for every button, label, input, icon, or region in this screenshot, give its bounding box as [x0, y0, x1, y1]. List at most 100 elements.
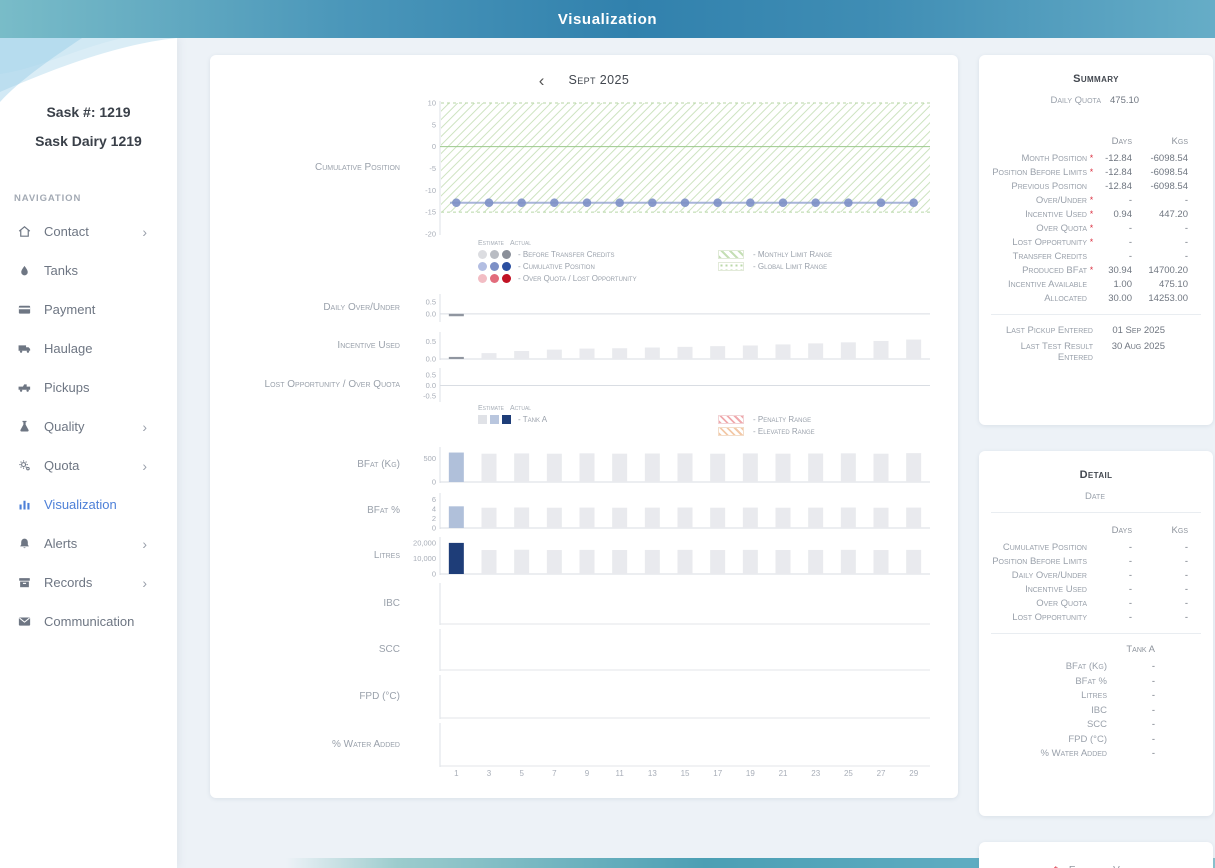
- days-column-header: Days: [1111, 525, 1132, 536]
- chart-row-ibc: IBC: [218, 581, 950, 625]
- svg-text:5: 5: [432, 120, 436, 129]
- hatch-red-swatch: [718, 414, 744, 424]
- chart-label-fpd: FPD (°C): [359, 690, 400, 702]
- home-icon: [15, 224, 34, 239]
- chart-plot-cumulative-position[interactable]: 10 5 0 -5 -10 -15 -20: [410, 99, 930, 239]
- asterisk-spacer: [1087, 293, 1096, 304]
- legend1: Estimate Actual - Before Transfer Credits -…: [478, 239, 950, 284]
- hatch-orange-swatch: [718, 426, 744, 436]
- x-tick-label: 21: [778, 769, 788, 778]
- sidebar: Sask #: 1219 Sask Dairy 1219 NAVIGATION …: [0, 38, 177, 868]
- chart-plot-bfat-kg[interactable]: 500 0: [410, 445, 930, 487]
- legend-swatch: [490, 261, 499, 271]
- sidebar-item-pickups[interactable]: Pickups: [0, 368, 177, 407]
- x-tick-label: 23: [811, 769, 821, 778]
- svg-text:0.0: 0.0: [426, 355, 436, 364]
- sidebar-item-communication[interactable]: Communication: [0, 602, 177, 641]
- estimated-asterisk: *: [1089, 209, 1094, 219]
- x-tick-label: 25: [843, 769, 853, 778]
- divider: [991, 512, 1201, 513]
- svg-text:10,000: 10,000: [413, 554, 436, 563]
- svg-text:6: 6: [432, 495, 436, 504]
- sidebar-item-label: Tanks: [44, 263, 78, 278]
- legend-series: - Cumulative Position: [478, 260, 718, 272]
- chart-label-water-added: % Water Added: [332, 738, 400, 750]
- farm-name: Sask Dairy 1219: [35, 133, 142, 149]
- chart-plot-daily-over-under[interactable]: 0.5 0.0: [410, 292, 930, 322]
- gears-icon: [15, 458, 34, 473]
- sidebar-item-contact[interactable]: Contact ›: [0, 212, 177, 251]
- x-tick-label: 29: [909, 769, 919, 778]
- chart-plot-litres[interactable]: 20,000 10,000 0: [410, 535, 930, 579]
- estimated-asterisk: *: [1089, 223, 1094, 233]
- svg-text:4: 4: [432, 505, 436, 514]
- chart-plot-incentive-used[interactable]: 0.5 0.0: [410, 330, 930, 364]
- farm-number: Sask #: 1219: [46, 104, 131, 120]
- sidebar-item-quality[interactable]: Quality ›: [0, 407, 177, 446]
- sidebar-item-label: Alerts: [44, 536, 78, 551]
- tank-row-bfat-: BFat % -: [1075, 675, 1155, 687]
- svg-text:0.5: 0.5: [426, 337, 436, 346]
- main-content: ‹ Sept 2025 Cumulative Position 10 5 0 -5 -10…: [177, 38, 1215, 868]
- chart-plot-scc[interactable]: [410, 627, 930, 671]
- navigation-label: NAVIGATION: [14, 193, 82, 204]
- detail-row-incentive-used: Incentive Used - -: [1025, 584, 1188, 595]
- chart-row-water-added: % Water Added: [218, 721, 950, 767]
- month-header: ‹ Sept 2025: [218, 67, 950, 93]
- x-tick-label: 13: [647, 769, 657, 778]
- month-label: Sept 2025: [568, 73, 630, 87]
- tank-row--water-added: % Water Added -: [1040, 748, 1156, 759]
- right-column: Summary Daily Quota 475.10 Days Kgs Mont…: [979, 55, 1213, 868]
- chart-plot-fpd[interactable]: [410, 673, 930, 719]
- detail-column-headers: Days Kgs: [991, 525, 1201, 536]
- summary-column-headers: Days Kgs: [991, 136, 1201, 147]
- sidebar-item-visualization[interactable]: Visualization: [0, 485, 177, 524]
- svg-text:0.0: 0.0: [426, 309, 436, 318]
- estimated-asterisk: *: [1054, 865, 1058, 868]
- summary-title: Summary: [1073, 73, 1119, 85]
- summary-rows: Month Position * -12.84 -6098.54 Position Be…: [991, 153, 1201, 304]
- sidebar-item-label: Haulage: [44, 341, 93, 356]
- sidebar-item-haulage[interactable]: Haulage: [0, 329, 177, 368]
- tank-row-litres: Litres -: [1081, 690, 1155, 701]
- summary-row-month-position: Month Position * -12.84 -6098.54: [1021, 153, 1189, 164]
- divider: [991, 314, 1201, 315]
- sidebar-item-label: Quota: [44, 458, 80, 473]
- svg-text:0.5: 0.5: [426, 297, 436, 306]
- chart-rows: Cumulative Position 10 5 0 -5 -10 -15 -20 Estima…: [218, 99, 950, 767]
- legend-series: - Before Transfer Credits: [478, 248, 718, 260]
- credit-card-icon: [15, 302, 34, 317]
- sidebar-item-payment[interactable]: Payment: [0, 290, 177, 329]
- sidebar-item-records[interactable]: Records ›: [0, 563, 177, 602]
- svg-text:2: 2: [432, 514, 436, 523]
- estimated-asterisk: *: [1089, 195, 1094, 205]
- summary-row-over-under: Over/Under * - -: [1035, 195, 1188, 206]
- page-title: Visualization: [557, 10, 658, 28]
- detail-rows: Cumulative Position - - Position Before Lim…: [991, 542, 1201, 623]
- sidebar-item-quota[interactable]: Quota ›: [0, 446, 177, 485]
- summary-row-position-before-limits: Position Before Limits * -12.84 -6098.54: [992, 167, 1188, 178]
- chart-label-lost-opportunity-over-quota: Lost Opportunity / Over Quota: [264, 378, 400, 390]
- chart-row-bfat-kg: BFat (Kg) 500 0: [218, 445, 950, 487]
- previous-month-button[interactable]: ‹: [538, 70, 545, 90]
- detail-row-position-before-limits: Position Before Limits - -: [992, 556, 1188, 567]
- flask-icon: [15, 419, 34, 434]
- svg-text:500: 500: [423, 454, 436, 463]
- sidebar-item-tanks[interactable]: Tanks: [0, 251, 177, 290]
- dot-green-swatch: [718, 261, 744, 271]
- svg-text:0: 0: [432, 524, 436, 533]
- detail-row-over-quota: Over Quota - -: [1036, 598, 1188, 609]
- svg-text:-15: -15: [425, 208, 436, 217]
- estimated-asterisk: *: [1089, 237, 1094, 247]
- summary-card: Summary Daily Quota 475.10 Days Kgs Mont…: [979, 55, 1213, 425]
- chart-plot-lost-opportunity-over-quota[interactable]: 0.5 0.0 -0.5: [410, 366, 930, 402]
- days-column-header: Days: [1111, 136, 1132, 147]
- legend-series: - Tank A: [478, 413, 718, 425]
- chart-panel: ‹ Sept 2025 Cumulative Position 10 5 0 -5 -10…: [210, 55, 958, 798]
- droplet-icon: [15, 263, 34, 278]
- chart-plot-water-added[interactable]: [410, 721, 930, 767]
- chart-plot-ibc[interactable]: [410, 581, 930, 625]
- sidebar-item-alerts[interactable]: Alerts ›: [0, 524, 177, 563]
- legend-swatch: [478, 273, 487, 283]
